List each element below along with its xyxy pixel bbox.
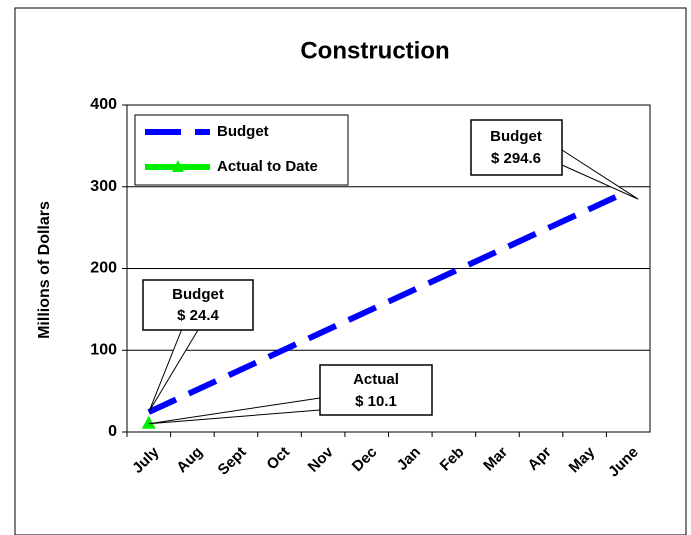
- y-tick-label: 0: [108, 423, 117, 440]
- legend-label: Budget: [217, 123, 269, 140]
- data-label: $ 294.6: [491, 150, 541, 167]
- callout-box: [142, 279, 254, 331]
- chart-title: Construction: [300, 37, 449, 64]
- y-tick-label: 200: [90, 260, 117, 277]
- callout-heading: Actual: [353, 371, 399, 388]
- callout-box: [470, 119, 563, 176]
- callout-pointer: [561, 149, 639, 200]
- callout-pointer: [148, 397, 321, 425]
- y-tick-label: 300: [90, 178, 117, 195]
- y-axis-label: Millions of Dollars: [36, 201, 53, 339]
- callout-heading: Budget: [172, 286, 224, 303]
- legend-marker: [172, 160, 184, 172]
- data-label: $ 24.4: [177, 307, 219, 324]
- legend: [134, 114, 349, 186]
- callout-box: [319, 364, 433, 416]
- marker: [141, 415, 156, 429]
- callout-pointer: [148, 329, 199, 413]
- y-tick-label: 400: [90, 96, 117, 113]
- y-tick-label: 100: [90, 341, 117, 358]
- data-label: $ 10.1: [355, 393, 397, 410]
- callout-heading: Budget: [490, 128, 542, 145]
- legend-label: Actual to Date: [217, 158, 318, 175]
